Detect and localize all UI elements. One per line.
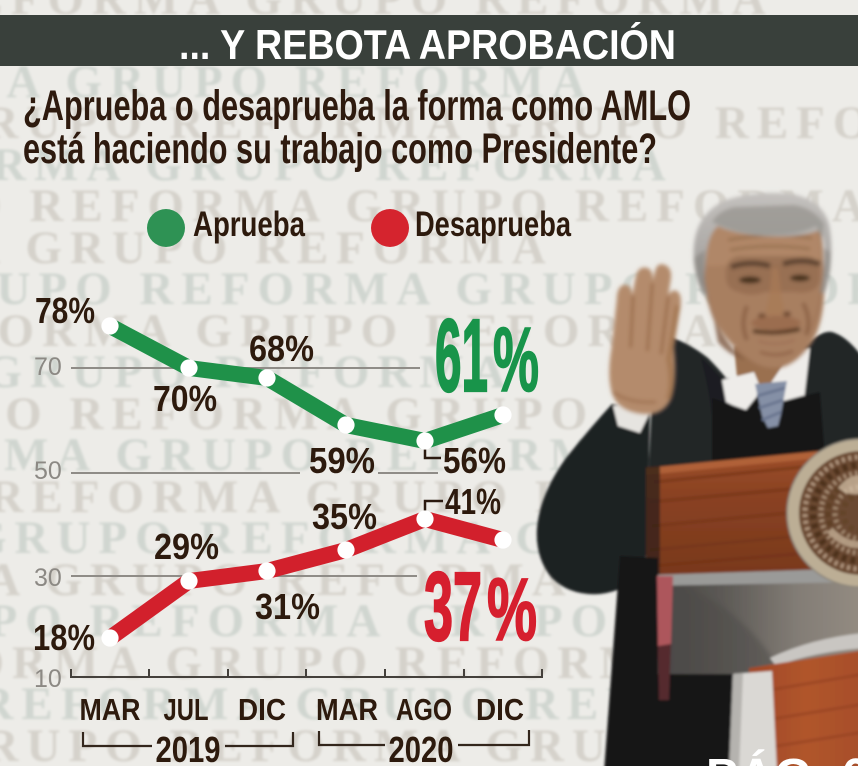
svg-text:35%: 35% bbox=[312, 496, 377, 537]
svg-text:18%: 18% bbox=[33, 617, 95, 658]
svg-text:29%: 29% bbox=[154, 526, 219, 567]
svg-text:JUL: JUL bbox=[164, 692, 209, 727]
svg-text:%: % bbox=[493, 310, 539, 411]
svg-text:68%: 68% bbox=[249, 328, 314, 369]
svg-text:PÁG. 6: PÁG. 6 bbox=[706, 749, 858, 766]
svg-text:Desaprueba: Desaprueba bbox=[415, 205, 571, 244]
svg-text:AGO: AGO bbox=[396, 692, 452, 727]
svg-text:56%: 56% bbox=[443, 440, 506, 481]
svg-text:... Y REBOTA APROBACIÓN: ... Y REBOTA APROBACIÓN bbox=[179, 20, 676, 68]
svg-text:78%: 78% bbox=[35, 290, 95, 331]
svg-text:37: 37 bbox=[424, 552, 482, 661]
svg-text:61: 61 bbox=[435, 298, 488, 413]
svg-text:GRUPO REFORMA GRUPO REFORMA: GRUPO REFORMA GRUPO REFORMA bbox=[0, 222, 554, 274]
svg-text:DIC: DIC bbox=[238, 692, 286, 727]
svg-text:50: 50 bbox=[34, 457, 62, 485]
svg-text:70%: 70% bbox=[153, 378, 217, 419]
svg-text:31%: 31% bbox=[255, 586, 320, 627]
svg-text:está haciendo su trabajo como: está haciendo su trabajo como Presidente… bbox=[23, 125, 657, 173]
svg-text:GRUPO REFORMA GRUPO REFORMA: GRUPO REFORMA GRUPO REFORMA bbox=[0, 97, 858, 149]
svg-text:%: % bbox=[487, 560, 537, 659]
svg-text:59%: 59% bbox=[309, 440, 375, 481]
svg-text:¿Aprueba o desaprueba la forma: ¿Aprueba o desaprueba la forma como AMLO bbox=[23, 82, 691, 130]
svg-text:2019: 2019 bbox=[156, 729, 221, 766]
svg-text:30: 30 bbox=[34, 564, 62, 592]
svg-text:10: 10 bbox=[34, 665, 62, 693]
svg-text:GRUPO REFORMA GRUPO REFORMA: GRUPO REFORMA GRUPO REFORMA bbox=[0, 637, 694, 689]
svg-text:MAR: MAR bbox=[80, 692, 141, 727]
svg-text:2020: 2020 bbox=[389, 729, 454, 766]
svg-text:41%: 41% bbox=[445, 481, 501, 522]
svg-text:Aprueba: Aprueba bbox=[193, 205, 305, 244]
svg-text:MAR: MAR bbox=[316, 692, 378, 727]
svg-text:DIC: DIC bbox=[476, 692, 524, 727]
svg-text:GRUPO REFORMA GRUPO REFORMA: GRUPO REFORMA GRUPO REFORMA bbox=[0, 139, 674, 191]
svg-text:70: 70 bbox=[34, 353, 62, 381]
